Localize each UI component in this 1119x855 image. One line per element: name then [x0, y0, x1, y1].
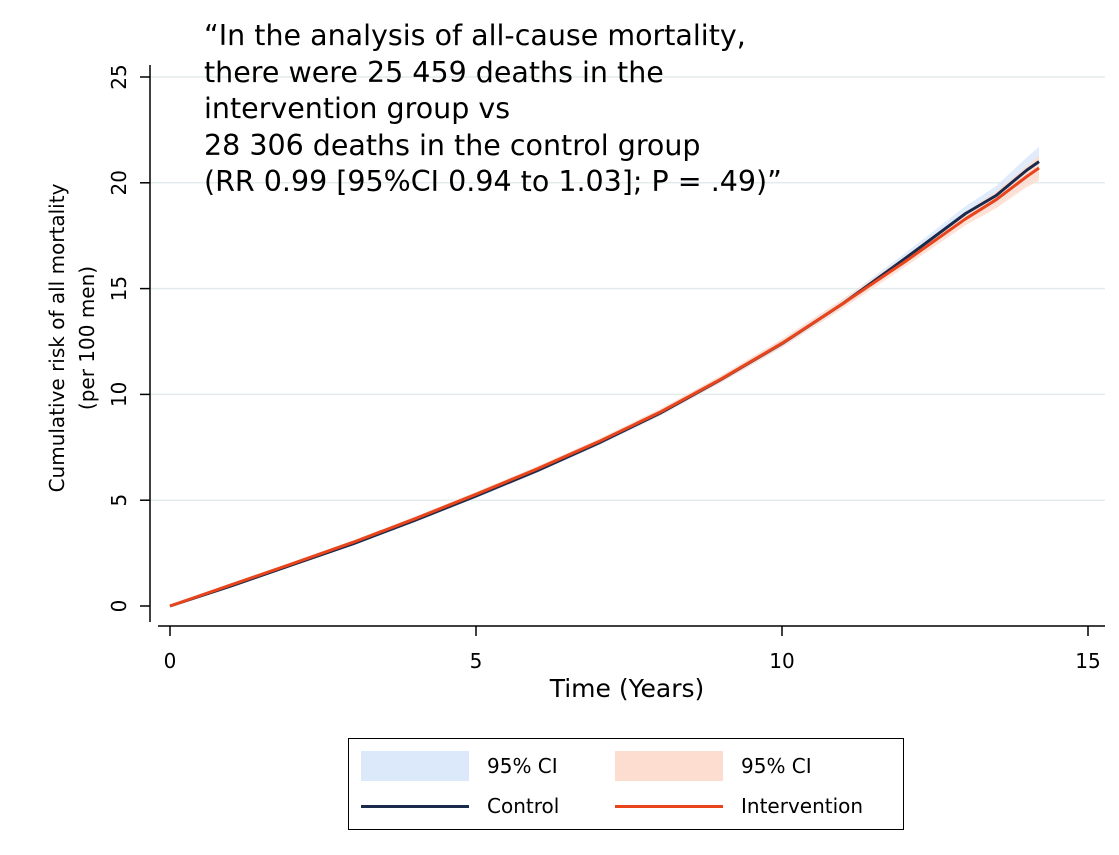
ci-band-intervention	[170, 155, 1039, 607]
legend-label: 95% CI	[487, 754, 558, 778]
y-axis-label-line1: Cumulative risk of all mortality	[45, 183, 69, 492]
gridlines	[150, 76, 1105, 501]
quote-line: intervention group vs	[204, 92, 511, 125]
legend-item-intervention-ci: 95% CI	[615, 751, 812, 781]
legend-label: Control	[487, 794, 560, 818]
ci-bands	[170, 146, 1039, 607]
ci-band-control	[170, 146, 1039, 607]
axes: 0 5 10 15 20 25 0 5 10 15	[107, 64, 1105, 673]
x-tick-label: 10	[769, 649, 794, 673]
quote-line: 28 306 deaths in the control group	[204, 128, 701, 162]
legend-item-intervention: Intervention	[615, 791, 863, 821]
x-tick-label: 5	[470, 649, 483, 673]
y-tick-label: 25	[107, 64, 131, 89]
x-tick-label: 15	[1075, 649, 1100, 673]
quote-line: “In the analysis of all-cause mortality,	[204, 19, 746, 52]
legend-label: Intervention	[741, 794, 864, 818]
y-tick-label: 20	[107, 170, 131, 195]
y-tick-label: 15	[107, 276, 131, 301]
y-tick-label: 5	[107, 494, 131, 507]
legend-item-control: Control	[361, 791, 559, 821]
legend: 95% CI 95% CI Control Intervention	[348, 738, 904, 830]
series-line-intervention	[169, 166, 1040, 608]
x-axis-label: Time (Years)	[549, 674, 705, 703]
legend-label: 95% CI	[741, 754, 812, 778]
y-axis-label-line2: (per 100 men)	[75, 266, 99, 410]
quote-line: there were 25 459 deaths in the	[204, 55, 664, 89]
y-tick-label: 0	[107, 600, 131, 613]
quote-annotation: “In the analysis of all-cause mortality,…	[204, 18, 844, 201]
series-line-control	[169, 160, 1040, 608]
legend-swatch-intervention-line	[615, 804, 723, 808]
legend-swatch-control-ci	[361, 751, 469, 781]
series-lines	[169, 160, 1040, 608]
x-tick-label: 0	[164, 649, 177, 673]
legend-swatch-control-line	[361, 804, 469, 808]
quote-line: (RR 0.99 [95%CI 0.94 to 1.03]; P = .49)”	[204, 165, 782, 198]
legend-swatch-intervention-ci	[615, 751, 723, 781]
y-tick-label: 10	[107, 382, 131, 407]
legend-item-control-ci: 95% CI	[361, 751, 558, 781]
